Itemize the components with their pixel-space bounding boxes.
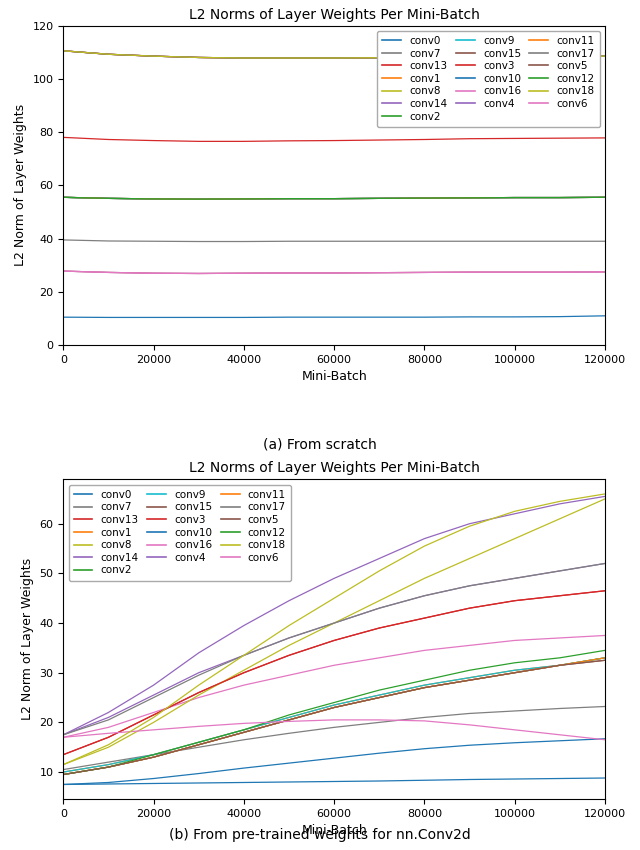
- X-axis label: Mini-Batch: Mini-Batch: [301, 824, 367, 837]
- X-axis label: Mini-Batch: Mini-Batch: [301, 371, 367, 383]
- Title: L2 Norms of Layer Weights Per Mini-Batch: L2 Norms of Layer Weights Per Mini-Batch: [189, 8, 479, 21]
- Title: L2 Norms of Layer Weights Per Mini-Batch: L2 Norms of Layer Weights Per Mini-Batch: [189, 462, 479, 475]
- Text: (b) From pre-trained weights for nn.Conv2d: (b) From pre-trained weights for nn.Conv…: [169, 828, 471, 842]
- Legend: conv0, conv7, conv13, conv1, conv8, conv14, conv2, conv9, conv15, conv3, conv10,: conv0, conv7, conv13, conv1, conv8, conv…: [68, 484, 291, 581]
- Y-axis label: L2 Norm of Layer Weights: L2 Norm of Layer Weights: [14, 105, 27, 266]
- Text: (a) From scratch: (a) From scratch: [263, 438, 377, 451]
- Legend: conv0, conv7, conv13, conv1, conv8, conv14, conv2, conv9, conv15, conv3, conv10,: conv0, conv7, conv13, conv1, conv8, conv…: [377, 31, 600, 127]
- Y-axis label: L2 Norm of Layer Weights: L2 Norm of Layer Weights: [21, 558, 34, 720]
